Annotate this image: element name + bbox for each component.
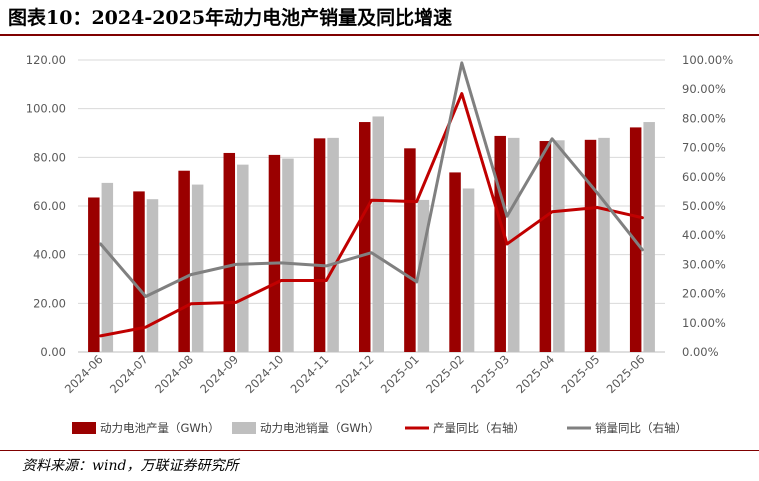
x-tick-label: 2025-01: [378, 352, 422, 396]
y-right-tick-label: 20.00%: [682, 287, 726, 301]
x-tick-label: 2025-05: [559, 352, 603, 396]
title-rule: [0, 34, 759, 36]
y-axis-right: 0.00% 10.00% 20.00% 30.00% 40.00% 50.00% 60.00…: [682, 53, 733, 359]
bar-production: [178, 170, 190, 352]
bar-production: [88, 197, 100, 352]
x-tick-label: 2024-08: [152, 352, 196, 396]
y-right-tick-label: 40.00%: [682, 228, 726, 242]
y-right-tick-label: 50.00%: [682, 199, 726, 213]
bar-sales: [101, 182, 114, 352]
y-right-tick-label: 100.00%: [682, 53, 733, 67]
y-right-tick-label: 10.00%: [682, 316, 726, 330]
chart-title: 图表10：2024-2025年动力电池产销量及同比增速: [8, 7, 453, 29]
sales-yoy-line: [99, 61, 644, 298]
y-right-tick-label: 0.00%: [682, 345, 719, 359]
legend-label: 销量同比（右轴）: [595, 421, 687, 435]
x-tick-label: 2024-06: [62, 352, 106, 396]
x-tick-label: 2024-07: [107, 352, 151, 396]
source-note: 资料来源：wind，万联证券研究所: [22, 458, 239, 474]
bar-sales: [237, 164, 249, 352]
bar-sales: [146, 199, 159, 352]
bar-production: [223, 152, 236, 352]
legend-label: 动力电池产量（GWh）: [100, 421, 220, 435]
bar-sales: [191, 184, 204, 352]
y-right-tick-label: 70.00%: [682, 141, 726, 155]
bar-sales: [553, 140, 565, 352]
x-tick-label: 2025-04: [513, 352, 557, 396]
bar-production: [449, 172, 461, 352]
legend-swatch: [232, 422, 256, 434]
gridlines: [78, 59, 665, 353]
y-left-tick-label: 0.00: [40, 345, 66, 359]
legend: 动力电池产量（GWh） 动力电池销量（GWh） 产量同比（右轴） 销量同比（右轴）: [72, 421, 687, 435]
bar-production: [494, 135, 506, 352]
y-axis-left: 0.00 20.00 40.00 60.00 80.00 100.00 120.00: [26, 53, 66, 359]
legend-label: 动力电池销量（GWh）: [260, 421, 380, 435]
bar-production: [539, 141, 552, 352]
x-tick-label: 2024-12: [333, 352, 377, 396]
bar-production: [313, 138, 326, 352]
production-yoy-line: [99, 92, 644, 338]
x-tick-label: 2025-06: [604, 352, 648, 396]
bar-sales: [327, 137, 339, 352]
legend-swatch: [72, 422, 96, 434]
bar-sales: [462, 188, 475, 352]
bar-production: [404, 148, 416, 352]
line-series: [99, 61, 644, 338]
x-tick-label: 2024-09: [197, 352, 241, 396]
bar-production: [268, 154, 281, 352]
y-left-tick-label: 80.00: [33, 150, 66, 164]
bar-sales: [598, 137, 610, 352]
legend-label: 产量同比（右轴）: [433, 421, 525, 435]
x-tick-label: 2024-11: [288, 352, 332, 396]
x-tick-label: 2024-10: [242, 352, 286, 396]
bar-series: [88, 116, 655, 352]
source-rule: [0, 450, 759, 451]
y-left-tick-label: 120.00: [26, 53, 66, 67]
y-right-tick-label: 90.00%: [682, 82, 726, 96]
bar-sales: [643, 122, 655, 352]
bar-sales: [507, 137, 520, 352]
x-axis: 2024-06 2024-07 2024-08 2024-09 2024-10 2024-…: [62, 352, 648, 396]
y-left-tick-label: 100.00: [26, 102, 66, 116]
bar-sales: [417, 199, 430, 352]
y-left-tick-label: 60.00: [33, 199, 66, 213]
y-right-tick-label: 60.00%: [682, 170, 726, 184]
y-left-tick-label: 40.00: [33, 248, 66, 262]
y-left-tick-label: 20.00: [33, 296, 66, 310]
y-right-tick-label: 80.00%: [682, 111, 726, 125]
bar-sales: [282, 158, 294, 352]
bar-sales: [372, 116, 384, 352]
x-tick-label: 2025-03: [468, 352, 512, 396]
y-right-tick-label: 30.00%: [682, 257, 726, 271]
x-tick-label: 2025-02: [423, 352, 467, 396]
bar-production: [133, 191, 145, 352]
bar-production: [359, 122, 371, 352]
bar-production: [584, 139, 597, 352]
